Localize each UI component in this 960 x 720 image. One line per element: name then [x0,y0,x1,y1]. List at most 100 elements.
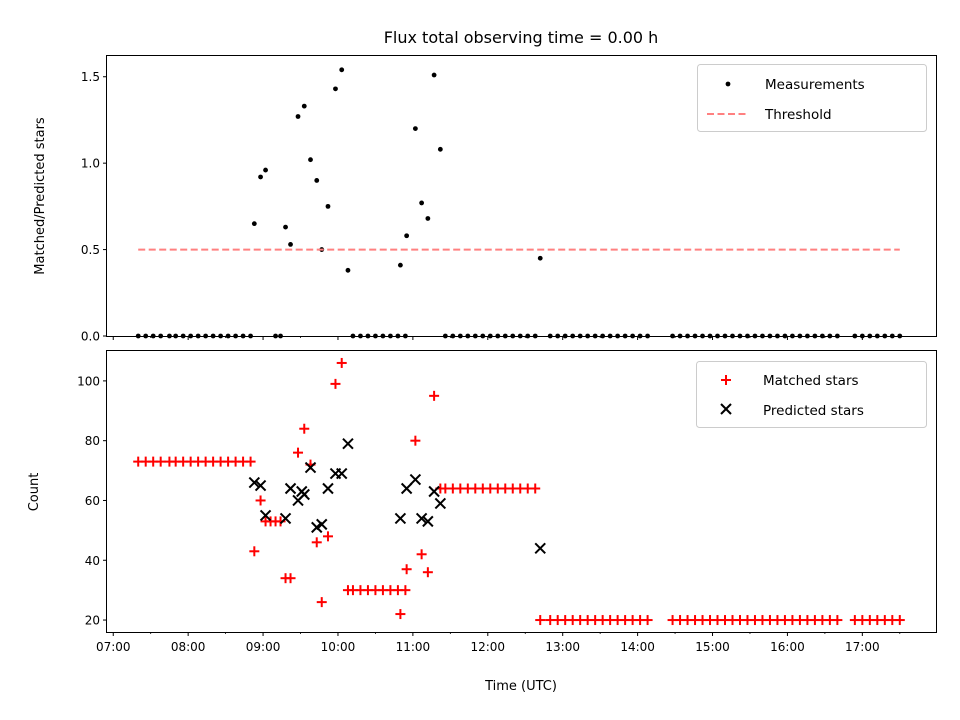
measurement-point [263,167,268,173]
y-tick-label: 60 [85,494,100,508]
measurement-point [339,67,345,73]
predicted-star-point [428,485,440,498]
measurement-point [283,224,288,230]
matched-star-point [410,435,421,446]
y-tick-label: 80 [85,434,100,448]
x-tick-label: 11:00 [396,640,431,654]
y-tick-label: 40 [85,554,100,568]
predicted-star-point [279,512,292,525]
top-axes: 0.0 0.5 1.0 1.5 Matched/Predicted stars Mea… [33,55,937,344]
y-tick-label: 0.5 [81,243,100,257]
measurement-point [437,146,443,152]
legend-measurements-marker [725,81,731,87]
legend-matched-label: Matched stars [763,373,859,389]
y-tick-label: 20 [85,614,100,628]
measurement-point [397,262,403,268]
x-tick-label: 17:00 [845,640,880,654]
legend-threshold-label: Threshold [764,107,832,123]
predicted-star-point [336,467,348,480]
bottom-x-axis-label: Time (UTC) [484,679,557,694]
x-tick-label: 08:00 [171,640,206,654]
top-legend-box [697,64,927,132]
matched-star-point [400,585,411,596]
bottom-legend: Matched stars Predicted stars [696,361,927,428]
predicted-star-point [422,515,434,528]
top-y-axis: 0.0 0.5 1.0 1.5 [81,70,107,344]
bottom-x-axis: 07:00 08:00 09:00 10:00 11:00 12:00 13:00 14:00… [96,632,901,654]
x-tick-label: 07:00 [96,640,131,654]
matched-star-point [330,378,341,389]
measurement-point [404,233,410,239]
x-tick-label: 16:00 [770,640,805,654]
bottom-axes-frame [106,350,937,633]
predicted-star-point [254,479,267,492]
predicted-star-point [248,476,261,489]
predicted-star-point [409,473,422,486]
bottom-plot-area [133,357,905,626]
measurement-point [345,267,351,273]
top-legend: Measurements Threshold [697,64,927,132]
predicted-star-point [259,509,272,522]
matched-star-point [316,597,327,608]
measurement-point [333,86,338,92]
y-tick-label: 1.5 [81,70,100,84]
predicted-star-point [415,512,428,525]
x-tick-label: 10:00 [321,640,356,654]
chart-title: Flux total observing time = 0.00 h [384,28,659,47]
measurement-point [258,174,263,180]
measurement-point [431,72,437,78]
predicted-star-point [304,461,317,474]
x-tick-label: 09:00 [246,640,281,654]
predicted-star-point [534,542,546,555]
matched-star-point [832,615,843,626]
matched-star-point [395,609,406,620]
matched-star-point [322,531,333,542]
x-tick-label: 13:00 [545,640,580,654]
matched-star-point [249,546,260,557]
matched-star-point [401,564,412,575]
matched-star-point [155,456,166,467]
measurement-point [419,200,425,206]
matched-star-point [245,456,256,467]
bottom-legend-box [696,361,927,428]
matched-star-point [336,357,347,368]
matched-star-point [416,549,427,560]
predicted-star-point [322,482,334,495]
measurement-point [288,241,293,247]
predicted-star-point [284,482,297,495]
predicted-star-point [394,512,407,525]
top-y-axis-label: Matched/Predicted stars [33,117,48,275]
legend-matched-marker [721,375,731,385]
matched-star-point [535,615,546,626]
measurement-point [412,126,418,131]
matched-star-point [429,390,440,401]
x-tick-label: 12:00 [470,640,505,654]
y-tick-label: 100 [77,374,100,388]
top-plot-area [135,67,903,339]
predicted-star-point [316,518,328,531]
predicted-star-point [434,497,447,510]
measurement-point [325,203,331,209]
measurement-point [314,178,320,183]
top-axes-frame [106,55,937,337]
matched-star-point [422,567,433,578]
matched-star-point [255,495,266,506]
bottom-y-axis-label: Count [27,473,42,512]
predicted-star-point [400,482,413,495]
predicted-star-point [342,437,354,450]
matched-star-point [642,615,653,626]
bottom-y-axis: 20 40 60 80 100 [77,374,107,628]
measurement-point [537,255,543,261]
matched-star-point [311,537,322,548]
legend-predicted-label: Predicted stars [763,403,864,419]
x-tick-label: 14:00 [620,640,655,654]
matched-star-point [894,615,905,626]
matched-star-point [293,447,304,458]
measurement-point [308,157,313,163]
matched-star-point [530,483,541,494]
x-tick-label: 15:00 [695,640,730,654]
legend-predicted-marker [720,403,732,415]
matched-star-point [299,423,310,434]
y-tick-label: 1.0 [81,157,100,171]
predicted-star-point [298,488,310,501]
